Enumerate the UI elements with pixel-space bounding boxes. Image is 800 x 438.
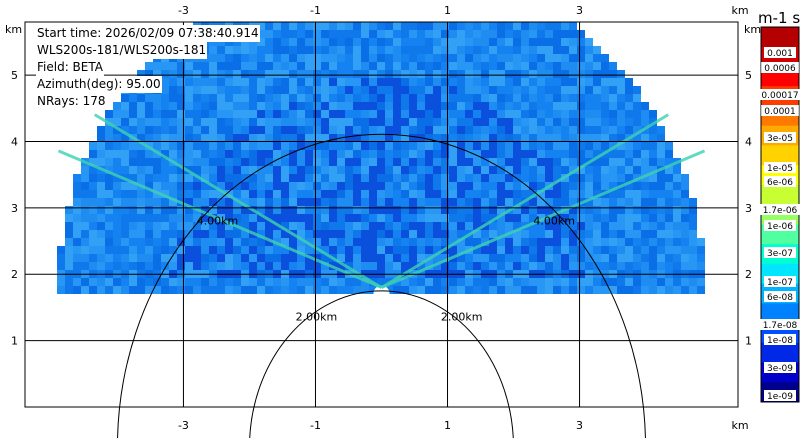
azimuth-text: Azimuth(deg): 95.00 (36, 76, 162, 93)
y-tick-label-right: 1 (745, 335, 752, 348)
beam-line (380, 149, 706, 289)
colorbar-label-bg (758, 319, 800, 330)
range-ring-label: 2.00km (296, 311, 338, 324)
colorbar-label: 1e-07 (767, 278, 793, 288)
field-text: Field: BETA (36, 59, 104, 76)
colorbar-label-bg (764, 247, 796, 258)
range-ring-label: 4.00km (533, 214, 575, 227)
colorbar-title: m-1 sr-1 (758, 9, 800, 27)
colorbar: 0.001 0.0006 0.00017 0.0001 3e-05 1e-05 6e-06 1… (758, 26, 800, 403)
colorbar-label-bg (764, 47, 796, 58)
y-tick-label-left: 1 (11, 335, 18, 348)
km-unit-label: km (744, 23, 761, 36)
axis-ticks: -3 -3 -1 -1 1 1 3 3 1 1 2 2 3 3 4 4 5 5 km km km km (5, 4, 761, 432)
scan-info-box: Start time: 2026/02/09 07:38:40.914 WLS2… (36, 25, 260, 110)
colorbar-label: 0.00017 (761, 91, 798, 101)
colorbar-label-bg (764, 176, 796, 187)
colorbar-swatch (761, 184, 799, 206)
y-tick-label-right: 4 (745, 135, 752, 148)
km-unit-label: km (5, 23, 22, 36)
x-tick-label-top: -3 (178, 4, 189, 17)
colorbar-label: 1.7e-06 (763, 206, 798, 216)
grid-lines (25, 22, 738, 407)
x-tick-label-bottom: 3 (576, 419, 583, 432)
x-tick-label-bottom: -3 (178, 419, 189, 432)
colorbar-label-bg (764, 291, 796, 302)
colorbar-label: 6e-06 (767, 178, 793, 188)
colorbar-label: 1e-08 (767, 336, 793, 346)
range-ring-label: 2.00km (441, 311, 483, 324)
y-tick-label-left: 3 (11, 202, 18, 215)
colorbar-label: 0.0006 (764, 64, 796, 74)
x-tick-label-bottom: -1 (310, 419, 321, 432)
blind-zone (373, 285, 390, 302)
x-tick-label-bottom: 1 (444, 419, 451, 432)
colorbar-label-bg (761, 62, 799, 73)
y-tick-label-right: 2 (745, 268, 752, 281)
colorbar-swatch (761, 145, 799, 166)
x-tick-label-top: 3 (576, 4, 583, 17)
plot-frame (24, 21, 739, 408)
y-tick-label-left: 4 (11, 135, 18, 148)
range-ring (117, 133, 646, 438)
range-ring-label: 4.00km (197, 214, 239, 227)
colorbar-label-bg (764, 162, 796, 173)
colorbar-label-bg (764, 390, 796, 401)
colorbar-label-bg (758, 89, 800, 100)
colorbar-label: 3e-09 (767, 364, 793, 374)
colorbar-label: 1.7e-08 (763, 321, 798, 331)
y-tick-label-left: 5 (11, 69, 18, 82)
colorbar-label: 0.001 (767, 49, 793, 59)
x-tick-label-top: -1 (310, 4, 321, 17)
instrument-text: WLS200s-181/WLS200s-181 (36, 42, 208, 59)
km-unit-label: km (731, 419, 748, 432)
colorbar-label: 3e-05 (767, 134, 793, 144)
colorbar-label: 0.0001 (764, 107, 796, 117)
y-tick-label-right: 3 (745, 202, 752, 215)
y-tick-label-left: 2 (11, 268, 18, 281)
colorbar-label-bg (764, 334, 796, 345)
colorbar-label-bg (764, 132, 796, 143)
km-unit-label: km (731, 4, 748, 17)
beam-line (57, 149, 383, 289)
range-ring (249, 290, 514, 438)
colorbar-label-bg (764, 220, 796, 231)
colorbar-label: 1e-06 (767, 222, 793, 232)
colorbar-swatch (761, 342, 799, 364)
colorbar-label-bg (758, 204, 800, 215)
beta-field-layer (57, 22, 706, 302)
range-rings: 2.00km 2.00km 4.00km 4.00km (117, 133, 646, 438)
colorbar-swatch (761, 303, 799, 324)
y-tick-label-right: 5 (745, 69, 752, 82)
beam-line (380, 113, 670, 289)
colorbar-label: 6e-08 (767, 293, 793, 303)
colorbar-label-bg (764, 276, 796, 287)
colorbar-label: 3e-07 (767, 249, 793, 259)
beam-line (93, 113, 383, 289)
colorbar-label: 1e-09 (767, 392, 793, 402)
nrays-text: NRays: 178 (36, 93, 107, 110)
colorbar-label: 1e-05 (767, 164, 793, 174)
colorbar-label-bg (761, 105, 799, 116)
colorbar-swatch (761, 27, 799, 48)
start-time-text: Start time: 2026/02/09 07:38:40.914 (36, 25, 260, 42)
colorbar-label-bg (764, 362, 796, 373)
x-tick-label-top: 1 (444, 4, 451, 17)
